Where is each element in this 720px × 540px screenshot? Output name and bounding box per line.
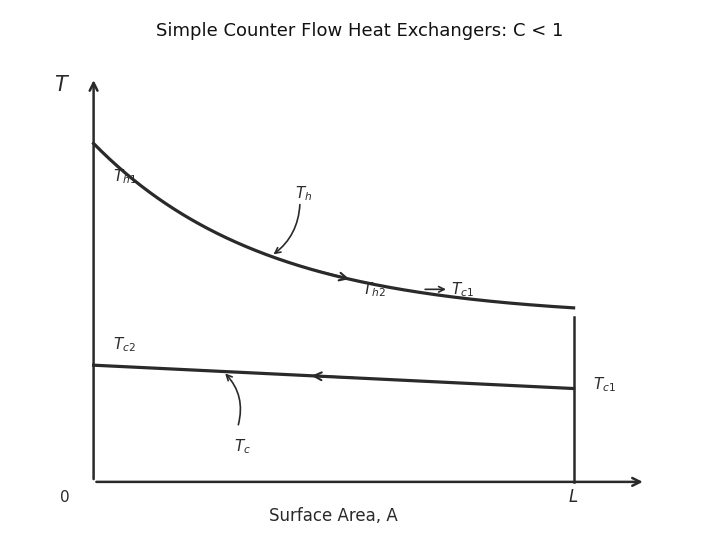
Text: Simple Counter Flow Heat Exchangers: C < 1: Simple Counter Flow Heat Exchangers: C <… [156, 22, 564, 39]
Text: $L$: $L$ [569, 489, 579, 507]
Text: $T$: $T$ [54, 75, 71, 95]
Text: 0: 0 [60, 490, 70, 505]
Text: $T_{c2}$: $T_{c2}$ [113, 335, 135, 354]
Text: $T_{c1}$: $T_{c1}$ [593, 375, 616, 394]
Text: $T_{h1}$: $T_{h1}$ [113, 167, 137, 186]
Text: $T_{h2}$: $T_{h2}$ [362, 280, 386, 299]
Text: Surface Area, A: Surface Area, A [269, 507, 398, 525]
Text: $T_{c1}$: $T_{c1}$ [451, 280, 474, 299]
Text: $T_c$: $T_c$ [234, 437, 251, 456]
Text: $T_h$: $T_h$ [295, 185, 312, 204]
